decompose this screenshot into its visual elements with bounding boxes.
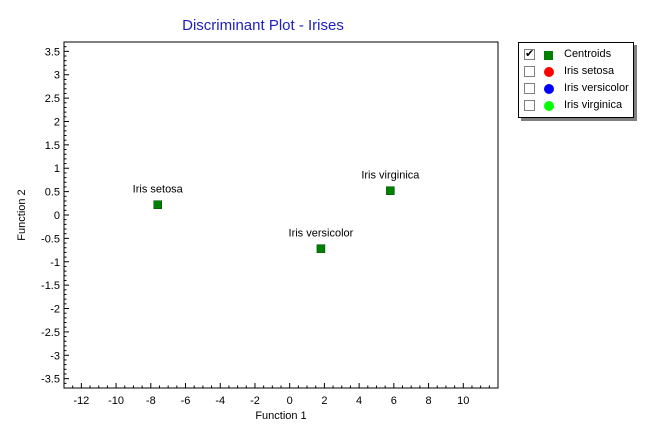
x-axis-label: Function 1 <box>255 410 306 422</box>
point-label: Iris setosa <box>133 184 184 196</box>
y-tick-label: -3 <box>50 350 60 362</box>
x-tick-label: -4 <box>215 395 225 407</box>
x-tick-label: -2 <box>250 395 260 407</box>
point-label: Iris virginica <box>361 170 420 182</box>
x-tick-label: 8 <box>425 395 431 407</box>
y-tick-label: -0.5 <box>41 233 60 245</box>
legend-checkbox-centroids[interactable]: ✔ <box>524 48 535 60</box>
legend-item-iris-versicolor[interactable]: Iris versicolor <box>519 81 633 97</box>
x-tick-label: 10 <box>457 395 469 407</box>
y-tick-label: -2.5 <box>41 327 60 339</box>
legend-label: Iris versicolor <box>564 82 629 94</box>
x-tick-label: -8 <box>146 395 156 407</box>
y-tick-label: -2 <box>50 304 60 316</box>
centroid-point <box>386 186 395 195</box>
x-tick-label: -12 <box>73 395 89 407</box>
y-tick-label: -1 <box>50 257 60 269</box>
y-tick-label: 3.5 <box>45 46 60 58</box>
legend-item-iris-virginica[interactable]: Iris virginica <box>519 98 633 114</box>
y-tick-label: 0.5 <box>45 187 60 199</box>
point-label: Iris versicolor <box>289 228 354 240</box>
circle-marker-icon <box>544 84 554 94</box>
x-tick-label: -10 <box>108 395 124 407</box>
plot-area <box>63 41 499 389</box>
legend-checkbox-iris-versicolor[interactable] <box>524 83 535 94</box>
y-tick-label: 1.5 <box>45 140 60 152</box>
x-tick-label: 4 <box>356 395 362 407</box>
legend-item-iris-setosa[interactable]: Iris setosa <box>519 64 633 80</box>
legend-checkbox-iris-setosa[interactable] <box>524 66 535 77</box>
centroid-point <box>153 200 162 209</box>
y-tick-label: 1 <box>54 163 60 175</box>
legend: ✔ Centroids Iris setosa Iris versicolor … <box>518 42 634 118</box>
y-axis-label: Function 2 <box>16 189 28 240</box>
y-tick-label: 0 <box>54 210 60 222</box>
centroid-point <box>316 244 326 253</box>
x-tick-label: 2 <box>321 395 327 407</box>
legend-label: Centroids <box>564 48 612 60</box>
chart-title: Discriminant Plot - Irises <box>182 17 344 34</box>
circle-marker-icon <box>544 67 554 77</box>
square-marker-icon <box>544 51 553 60</box>
x-tick-label: 0 <box>287 395 293 407</box>
y-tick-label: 3 <box>54 70 60 82</box>
y-axis: 3.5 3 2.5 2 1.5 1 0.5 0 -0.5 -1 -1.5 -2 -2.5 -3 -3.5 <box>41 46 69 386</box>
legend-label: Iris setosa <box>564 65 615 77</box>
x-tick-label: -6 <box>181 395 191 407</box>
y-tick-label: 2 <box>54 116 60 128</box>
x-axis: -12 -10 -8 -6 -4 -2 0 2 4 6 8 10 <box>63 383 499 407</box>
x-tick-label: 6 <box>391 395 397 407</box>
data-points: Iris setosa Iris versicolor Iris virginica <box>133 170 420 253</box>
y-tick-label: -1.5 <box>41 280 60 292</box>
legend-item-centroids[interactable]: ✔ Centroids <box>519 47 633 63</box>
legend-label: Iris virginica <box>564 99 623 111</box>
y-tick-label: -3.5 <box>41 374 60 386</box>
y-tick-label: 2.5 <box>45 93 60 105</box>
circle-marker-icon <box>544 101 554 111</box>
legend-checkbox-iris-virginica[interactable] <box>524 100 535 111</box>
